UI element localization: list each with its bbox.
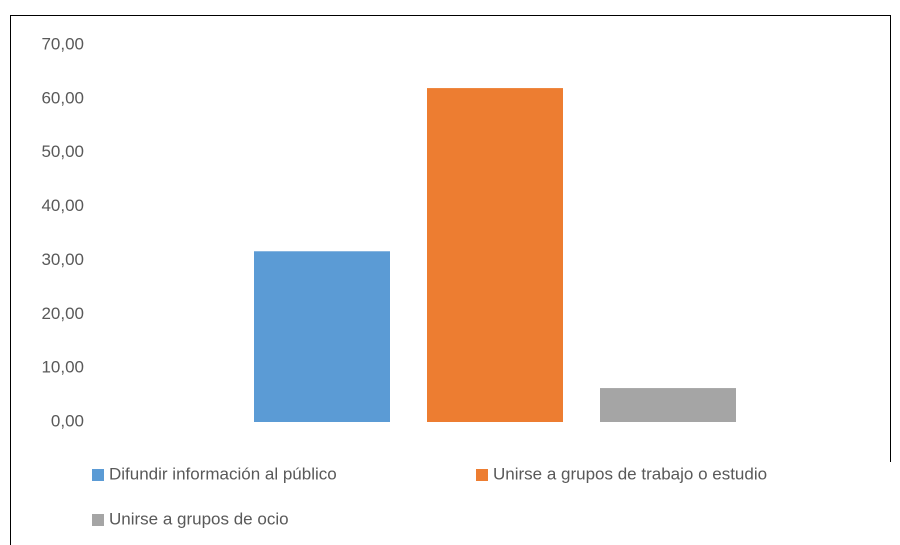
legend-swatch: [92, 469, 104, 481]
y-tick-label: 0,00: [51, 411, 84, 430]
legend-label: Difundir información al público: [109, 464, 337, 483]
bar: [427, 88, 563, 422]
legend-label: Unirse a grupos de trabajo o estudio: [493, 464, 767, 483]
chart-frame: [10, 15, 891, 545]
y-tick-label: 70,00: [41, 34, 84, 53]
y-tick-label: 40,00: [41, 196, 84, 215]
y-tick-label: 10,00: [41, 358, 84, 377]
legend-swatch: [92, 514, 104, 526]
legend-swatch: [476, 469, 488, 481]
y-tick-label: 20,00: [41, 304, 84, 323]
y-tick-label: 50,00: [41, 142, 84, 161]
bar: [254, 251, 390, 422]
bar: [600, 388, 736, 422]
y-tick-label: 60,00: [41, 88, 84, 107]
y-tick-label: 30,00: [41, 250, 84, 269]
legend-label: Unirse a grupos de ocio: [109, 509, 289, 528]
